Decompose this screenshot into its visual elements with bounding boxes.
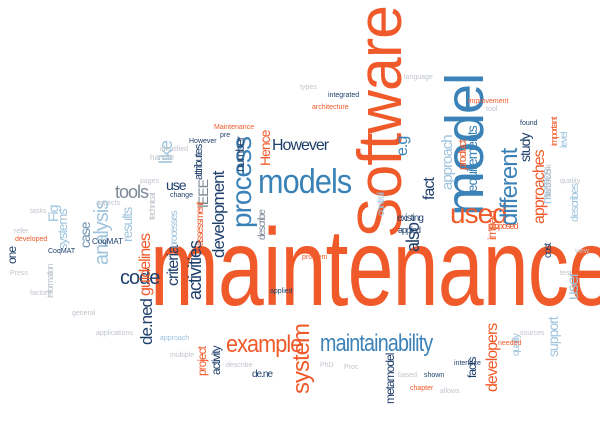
word-describes: describes bbox=[569, 183, 581, 222]
word-support: support bbox=[545, 317, 561, 357]
word-activity: activity bbox=[209, 346, 223, 375]
word-framework: framework bbox=[543, 164, 553, 198]
word-maintainability: maintainability bbox=[320, 330, 433, 357]
word-case: case bbox=[77, 222, 93, 248]
filler-word: types bbox=[300, 84, 317, 91]
word-processes: processes bbox=[169, 211, 180, 248]
word-control: control bbox=[376, 192, 387, 216]
filler-word: applications bbox=[96, 330, 133, 337]
word-project: project bbox=[195, 346, 209, 376]
filler-word: developed bbox=[15, 236, 48, 243]
word-study: study bbox=[517, 133, 533, 162]
filler-word: factors bbox=[30, 290, 52, 297]
filler-word: describe bbox=[226, 362, 253, 369]
filler-word: tool bbox=[486, 106, 498, 113]
word-level: level bbox=[559, 132, 570, 148]
word-used: used bbox=[450, 198, 508, 229]
filler-word: architecture bbox=[312, 104, 349, 111]
filler-word: shown bbox=[424, 372, 445, 379]
filler-word: quality bbox=[560, 178, 581, 185]
filler-word: found bbox=[520, 120, 538, 127]
filler-word: chapter bbox=[410, 385, 434, 392]
word-analysis: analysis bbox=[91, 200, 113, 265]
filler-word: applied bbox=[270, 288, 293, 295]
word-code: code bbox=[120, 267, 160, 289]
filler-word: identified bbox=[160, 146, 189, 153]
word-system: system bbox=[288, 323, 315, 394]
word-models: models bbox=[258, 163, 352, 201]
word-example: example bbox=[226, 331, 302, 358]
filler-word: handle bbox=[150, 153, 175, 162]
word-technical: technical bbox=[147, 193, 157, 220]
word-one: one bbox=[5, 246, 19, 264]
filler-word: PhD bbox=[320, 362, 334, 369]
word-product: product bbox=[457, 140, 469, 170]
filler-word: change bbox=[170, 192, 193, 199]
filler-word: Maintenance bbox=[214, 124, 255, 131]
word-cost: cost bbox=[543, 243, 554, 258]
word-maintenance: maintenance bbox=[150, 207, 600, 330]
filler-word: approach bbox=[160, 335, 190, 342]
filler-word: interface bbox=[454, 360, 481, 367]
filler-word: pre bbox=[220, 132, 231, 139]
word-assessment: assessment bbox=[195, 202, 206, 246]
word-proposed: proposed bbox=[488, 221, 519, 231]
word-development: development bbox=[209, 171, 228, 258]
word-important: important bbox=[549, 117, 559, 146]
filler-word: aspects bbox=[96, 200, 121, 207]
filler-word: CoqMAT bbox=[48, 248, 76, 255]
filler-word: improvement bbox=[468, 98, 509, 105]
word-developers: developers bbox=[484, 323, 501, 392]
filler-word: sources bbox=[520, 330, 545, 337]
word-number: number bbox=[233, 137, 247, 172]
filler-word: needed bbox=[498, 340, 522, 347]
word-activities: activities bbox=[185, 240, 205, 300]
word-criteria: criteria bbox=[165, 245, 182, 286]
filler-word: However bbox=[189, 138, 217, 145]
word-tools: tools bbox=[115, 182, 149, 202]
filler-word: language bbox=[404, 74, 433, 81]
filler-word: pages bbox=[140, 178, 160, 185]
filler-word: tasks bbox=[30, 208, 47, 215]
word-hence: Hence bbox=[257, 130, 273, 166]
word-approach: approach bbox=[439, 135, 456, 190]
word-eg: e.g bbox=[394, 136, 411, 156]
word-metamodel: metamodel bbox=[383, 353, 397, 404]
filler-word: problem bbox=[302, 254, 328, 261]
filler-word: integrated bbox=[328, 92, 360, 99]
word-defne: de.ne bbox=[252, 369, 273, 380]
word-guidelines: guidelines bbox=[137, 233, 154, 296]
filler-word: allows bbox=[440, 388, 460, 395]
word-attributes: attributes bbox=[193, 144, 205, 180]
word-defined: de.ned bbox=[137, 299, 156, 345]
word-however: However bbox=[272, 137, 329, 154]
word-use: use bbox=[166, 177, 187, 193]
filler-word: Press bbox=[10, 270, 28, 277]
filler-word: CoqMAT bbox=[92, 237, 123, 246]
filler-word: Proc bbox=[344, 364, 359, 371]
word-describe: describe bbox=[257, 210, 268, 240]
filler-word: view bbox=[575, 248, 590, 255]
word-fact: fact bbox=[421, 178, 438, 200]
filler-word: refer bbox=[14, 228, 29, 235]
word-applied: applied bbox=[398, 225, 421, 235]
word-existing: existing bbox=[397, 213, 424, 224]
filler-word: test bbox=[560, 270, 572, 277]
word-fig: Fig bbox=[45, 205, 61, 222]
filler-word: general bbox=[72, 310, 96, 317]
filler-word: multiple bbox=[170, 352, 195, 359]
filler-word: based bbox=[398, 372, 418, 379]
